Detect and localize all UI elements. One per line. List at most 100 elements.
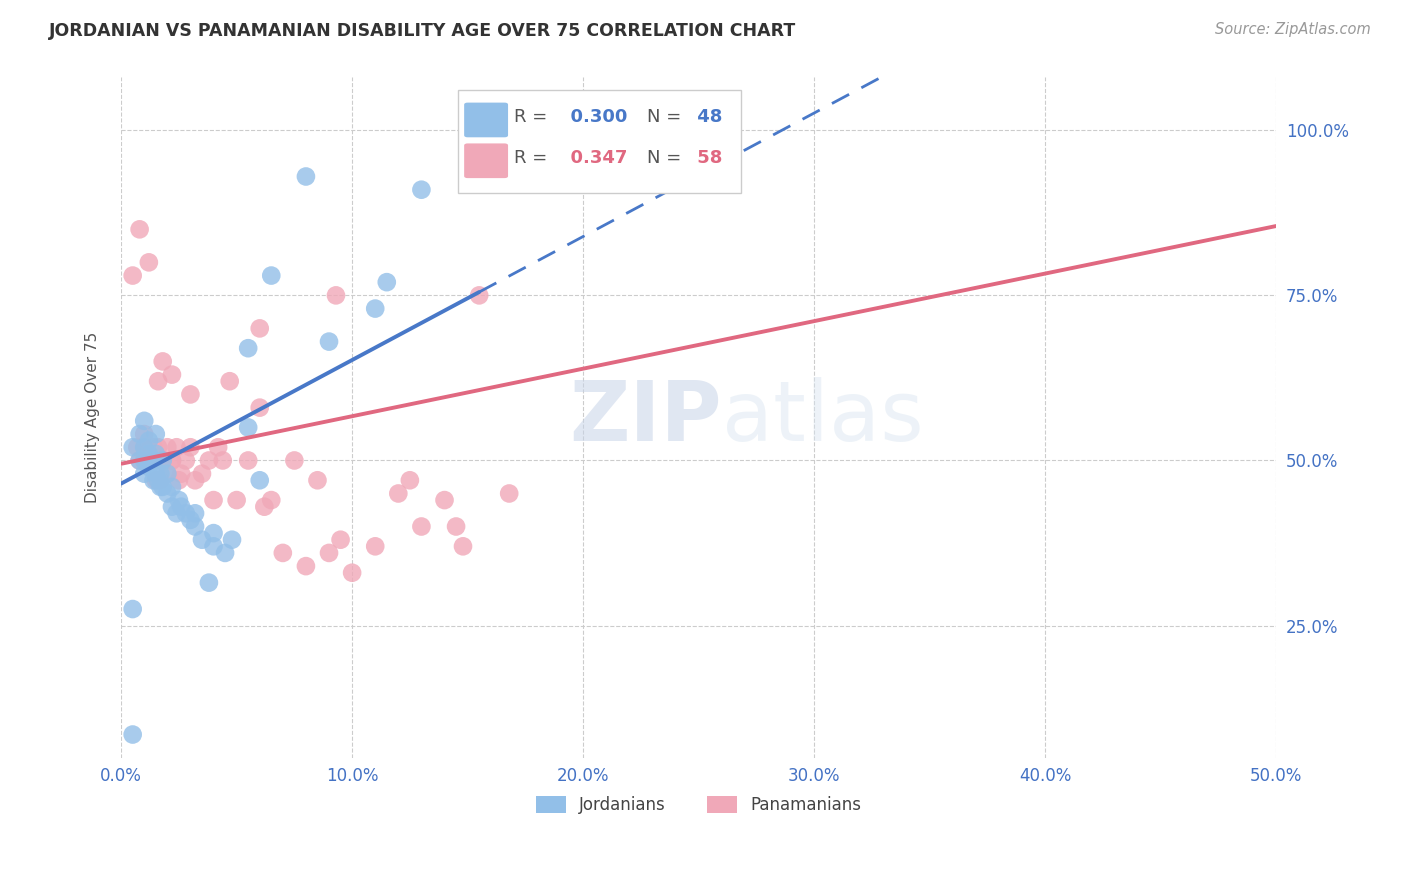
- Point: [498, 486, 520, 500]
- Point: [152, 480, 174, 494]
- Point: [271, 546, 294, 560]
- Point: [166, 506, 188, 520]
- Point: [146, 473, 169, 487]
- Point: [146, 440, 169, 454]
- Point: [283, 453, 305, 467]
- Point: [225, 493, 247, 508]
- Point: [149, 453, 172, 467]
- Point: [170, 467, 193, 481]
- Point: [121, 440, 143, 454]
- Point: [166, 440, 188, 454]
- Point: [160, 368, 183, 382]
- Point: [156, 440, 179, 454]
- Point: [364, 539, 387, 553]
- Point: [249, 321, 271, 335]
- Text: Source: ZipAtlas.com: Source: ZipAtlas.com: [1215, 22, 1371, 37]
- FancyBboxPatch shape: [458, 90, 741, 193]
- Point: [156, 486, 179, 500]
- Point: [214, 546, 236, 560]
- Point: [121, 268, 143, 283]
- Point: [145, 473, 167, 487]
- Point: [142, 453, 165, 467]
- Point: [238, 420, 260, 434]
- Text: atlas: atlas: [721, 377, 924, 458]
- Text: 58: 58: [690, 149, 721, 167]
- Point: [128, 453, 150, 467]
- Point: [128, 453, 150, 467]
- Point: [128, 222, 150, 236]
- Point: [221, 533, 243, 547]
- Point: [127, 440, 149, 454]
- Point: [249, 401, 271, 415]
- Point: [375, 275, 398, 289]
- Point: [207, 440, 229, 454]
- Point: [160, 453, 183, 467]
- Point: [156, 467, 179, 481]
- Point: [160, 453, 183, 467]
- Point: [198, 575, 221, 590]
- Text: ZIP: ZIP: [569, 377, 721, 458]
- Text: R =: R =: [513, 108, 547, 126]
- Point: [134, 440, 156, 454]
- Point: [138, 255, 160, 269]
- Point: [149, 480, 172, 494]
- Point: [134, 427, 156, 442]
- Point: [128, 427, 150, 442]
- Point: [160, 480, 183, 494]
- Point: [325, 288, 347, 302]
- Point: [134, 467, 156, 481]
- Point: [191, 467, 214, 481]
- Point: [318, 334, 340, 349]
- Point: [238, 453, 260, 467]
- Point: [191, 533, 214, 547]
- Point: [145, 467, 167, 481]
- Point: [138, 460, 160, 475]
- Point: [387, 486, 409, 500]
- Point: [179, 513, 201, 527]
- Point: [170, 500, 193, 514]
- Text: N =: N =: [647, 149, 681, 167]
- Point: [433, 493, 456, 508]
- Point: [149, 473, 172, 487]
- Point: [142, 440, 165, 454]
- Point: [202, 539, 225, 553]
- FancyBboxPatch shape: [464, 144, 508, 178]
- Point: [174, 453, 197, 467]
- Point: [149, 467, 172, 481]
- Point: [184, 473, 207, 487]
- Y-axis label: Disability Age Over 75: Disability Age Over 75: [86, 332, 100, 503]
- Point: [307, 473, 329, 487]
- Point: [329, 533, 352, 547]
- Point: [152, 354, 174, 368]
- Point: [249, 473, 271, 487]
- Text: 0.347: 0.347: [558, 149, 627, 167]
- Point: [411, 519, 433, 533]
- Point: [145, 447, 167, 461]
- Point: [202, 526, 225, 541]
- Point: [198, 453, 221, 467]
- Point: [134, 453, 156, 467]
- Point: [167, 473, 190, 487]
- Text: R =: R =: [513, 149, 547, 167]
- Point: [202, 493, 225, 508]
- Point: [141, 453, 163, 467]
- Point: [142, 473, 165, 487]
- Point: [260, 268, 283, 283]
- Text: 0.300: 0.300: [558, 108, 627, 126]
- Point: [184, 519, 207, 533]
- Point: [138, 434, 160, 448]
- Point: [145, 427, 167, 442]
- Point: [451, 539, 474, 553]
- Point: [260, 493, 283, 508]
- Point: [138, 447, 160, 461]
- Text: N =: N =: [647, 108, 681, 126]
- Point: [184, 506, 207, 520]
- Point: [179, 440, 201, 454]
- Point: [174, 506, 197, 520]
- Point: [295, 559, 318, 574]
- Point: [211, 453, 233, 467]
- Point: [318, 546, 340, 560]
- Point: [146, 374, 169, 388]
- Point: [295, 169, 318, 184]
- FancyBboxPatch shape: [464, 103, 508, 137]
